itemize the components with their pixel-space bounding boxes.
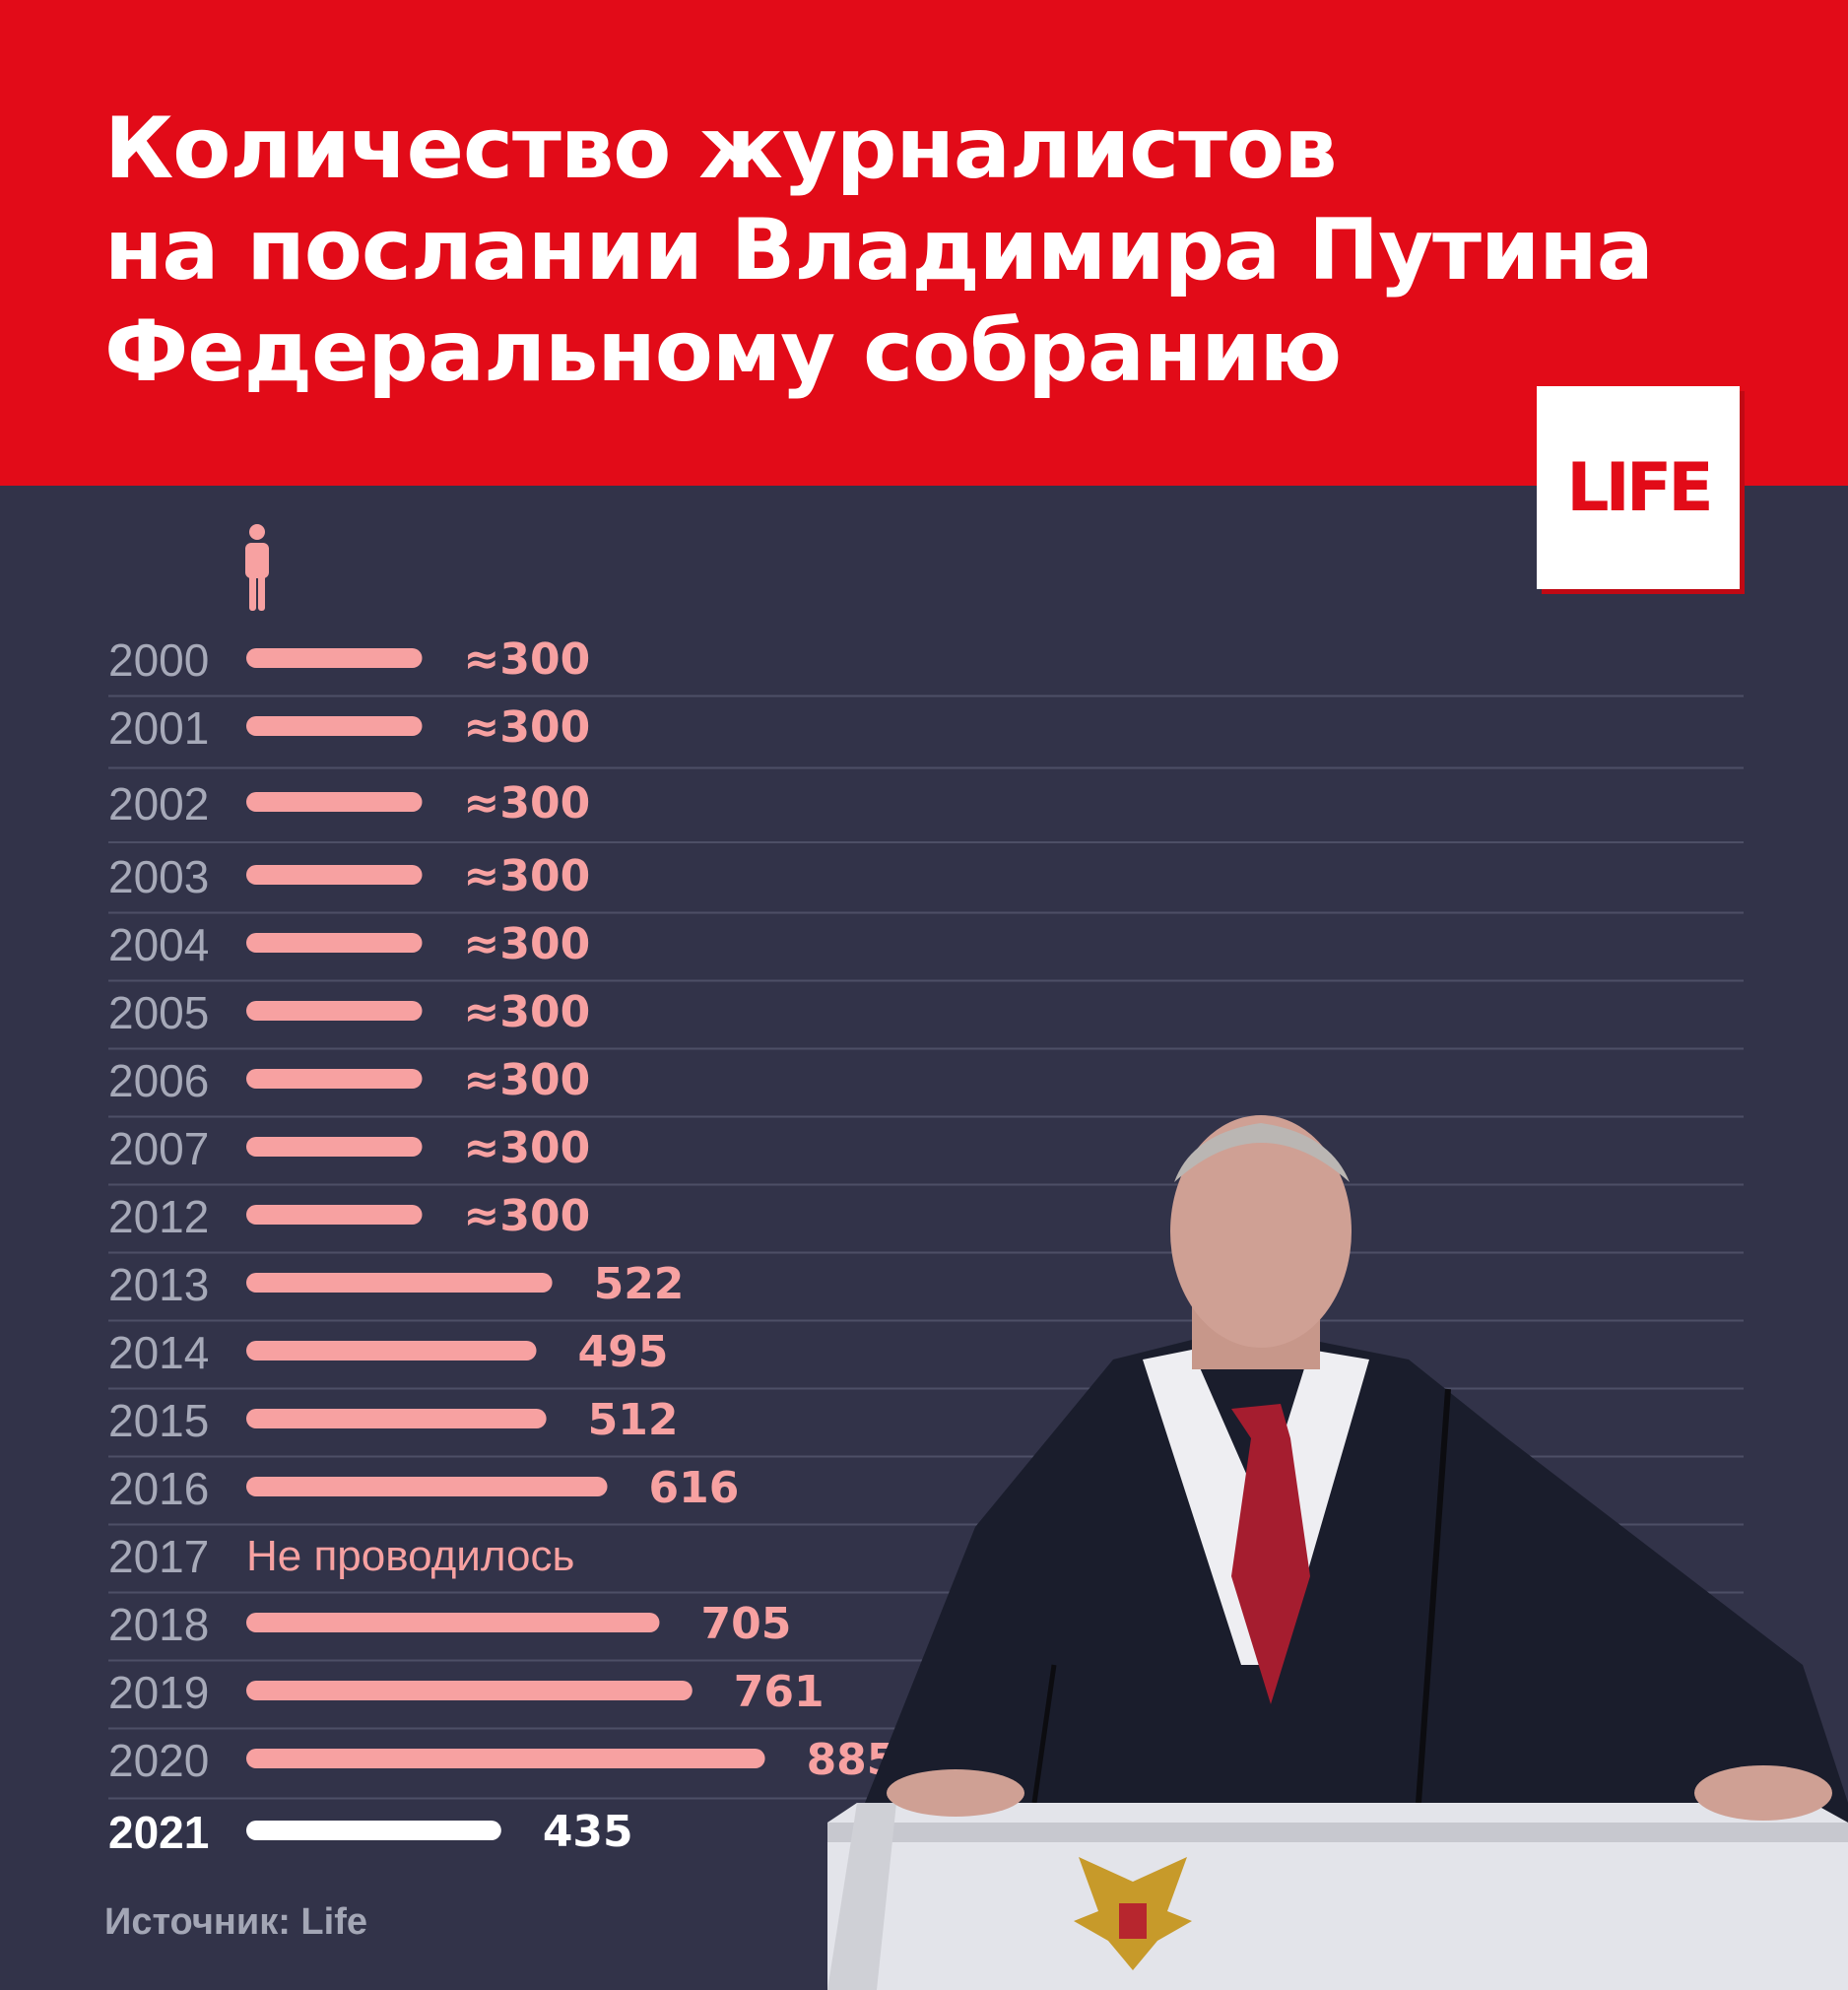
year-label: 2002 [108,778,209,829]
year-label: 2015 [108,1395,209,1446]
bar [246,792,423,812]
year-label: 2019 [108,1667,209,1718]
value-label: ≈300 [464,987,591,1037]
year-label: 2003 [108,851,209,902]
value-label: ≈300 [464,634,591,685]
value-label: ≈300 [464,1191,591,1241]
page-title: Количество журналистов на послании Влади… [104,99,1654,403]
title-line-1: Количество журналистов [104,100,1338,198]
value-label: Не проводилось [246,1532,574,1580]
value-label: ≈300 [464,1055,591,1105]
bar [246,1821,501,1840]
value-label: 616 [649,1463,740,1513]
year-label: 2007 [108,1123,209,1174]
value-label: 435 [543,1807,633,1857]
year-label: 2016 [108,1463,209,1514]
value-label: ≈300 [464,919,591,969]
bar [246,933,423,953]
value-label: ≈300 [464,1123,591,1173]
value-label: 512 [588,1395,679,1445]
speaker-photo [827,1115,1848,1990]
value-label: 761 [734,1667,825,1717]
bar [246,648,423,668]
value-label: ≈300 [464,778,591,829]
bar [246,1613,660,1632]
title-line-2: на послании Владимира Путина [104,201,1654,299]
bar [246,1409,547,1428]
year-label: 2021 [108,1807,209,1858]
person-icon [245,524,269,611]
bar [246,1273,553,1293]
year-label: 2000 [108,634,209,686]
year-label: 2005 [108,987,209,1038]
year-label: 2013 [108,1259,209,1310]
bar [246,1749,765,1768]
year-label: 2001 [108,702,209,754]
bar [246,1477,608,1496]
value-label: ≈300 [464,702,591,753]
value-label: 522 [594,1259,685,1309]
logo-text: LIFE [1566,448,1714,527]
bar [246,1681,693,1700]
year-label: 2012 [108,1191,209,1242]
bar [246,1137,423,1157]
year-label: 2018 [108,1599,209,1650]
bar [246,716,423,736]
value-label: 705 [700,1599,791,1649]
year-label: 2014 [108,1327,209,1378]
year-label: 2020 [108,1735,209,1786]
year-label: 2017 [108,1531,209,1582]
bar [246,1069,423,1089]
source-note: Источник: Life [104,1901,367,1943]
bar [246,1001,423,1021]
bar [246,1341,537,1360]
year-label: 2004 [108,919,209,970]
value-label: ≈300 [464,851,591,901]
year-label: 2006 [108,1055,209,1106]
bar [246,865,423,885]
title-line-3: Федеральному собранию [104,302,1342,401]
value-label: 495 [578,1327,669,1377]
life-logo: LIFE [1537,386,1740,589]
bar [246,1205,423,1225]
